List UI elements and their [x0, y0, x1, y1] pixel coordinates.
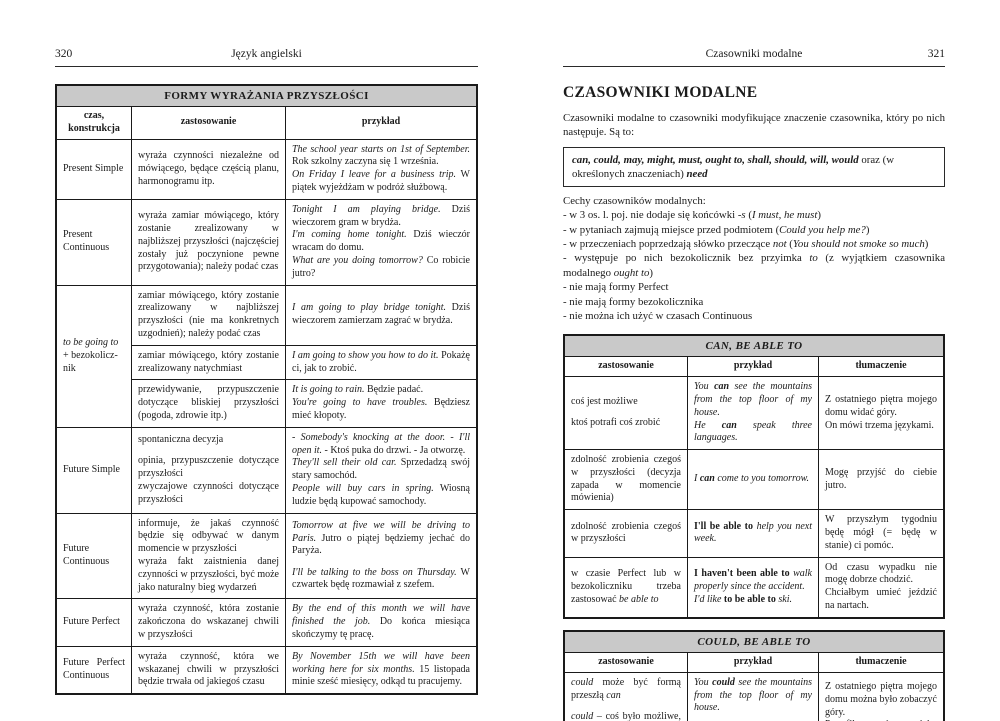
column-header-zastosowanie: zastosowanie: [131, 106, 286, 140]
table-title-row: CAN, BE ABLE TO: [563, 334, 945, 358]
page-number: 320: [55, 48, 73, 60]
cell-tlumaczenie: Od czasu wypadku nie mogę dobrze chodzić…: [818, 556, 945, 619]
table-title-row: FORMY WYRAŻANIA PRZYSZŁOŚCI: [55, 84, 478, 108]
feature-item: - nie mają formy Perfect: [563, 281, 669, 294]
cell-przyklad: I am going to show you how to do it. Pok…: [285, 344, 478, 381]
table-title-row: COULD, BE ABLE TO: [563, 630, 945, 653]
cell-zastosowanie: wyraża czynności niezależne od mówiącego…: [131, 138, 286, 200]
table-row: Future Perfect Continuous wyraża czynnoś…: [55, 645, 478, 695]
cell-zastosowanie: wyraża czynność, która zostanie zakończo…: [131, 598, 286, 647]
cell-zastosowanie: zamiar mówiącego, który zostanie zrealiz…: [131, 284, 286, 346]
column-header-tlumaczenie: tłumaczenie: [818, 651, 945, 673]
cell-zastosowanie: coś jest możliwe ktoś potrafi coś zrobić: [563, 376, 688, 451]
tense-label: Future Continuous: [55, 512, 132, 600]
column-header-czas: czas, konstrukcja: [55, 106, 132, 140]
cell-przyklad: I can come to you tomorrow.: [687, 449, 819, 511]
cell-przyklad: Tomorrow at five we will be driving to P…: [285, 512, 478, 600]
cell-tlumaczenie: Mogę przyjść do ciebie jutro.: [818, 449, 945, 511]
left-page-header: 320 Język angielski: [55, 48, 478, 63]
cell-zastosowanie: could może być formą przeszłą can could –…: [563, 671, 688, 721]
feature-item: - w pytaniach zajmują miejsce przed podm…: [563, 223, 870, 236]
cell-przyklad: By the end of this month we will have fi…: [285, 598, 478, 647]
table-header-row: czas, konstrukcja zastosowanie przykład: [55, 106, 478, 140]
running-title: Język angielski: [231, 48, 302, 60]
cell-zastosowanie: w czasie Perfect lub w bezokoliczniku tr…: [563, 556, 688, 619]
features-list: Cechy czasowników modalnych: - w 3 os. l…: [563, 194, 945, 323]
feature-item: - nie mają formy bezokolicznika: [563, 295, 704, 308]
cell-zastosowanie: zdolność zrobienia czegoś w przyszłości …: [563, 449, 688, 511]
tense-label: Present Simple: [55, 138, 132, 200]
can-table: CAN, BE ABLE TO zastosowanie przykład tł…: [563, 334, 945, 619]
section-heading: CZASOWNIKI MODALNE: [563, 84, 758, 101]
column-header-przyklad: przykład: [687, 651, 819, 673]
column-header-zastosowanie: zastosowanie: [563, 651, 688, 673]
table-row: could może być formą przeszłą can could –…: [563, 671, 945, 721]
column-header-tlumaczenie: tłumaczenie: [818, 356, 945, 378]
cell-zastosowanie: wyraża czynność, która we wskazanej chwi…: [131, 645, 286, 695]
table-header-row: zastosowanie przykład tłumaczenie: [563, 651, 945, 673]
modal-verbs-box: can, could, may, might, must, ought to, …: [563, 146, 945, 187]
cell-przyklad: The school year starts on 1st of Septemb…: [285, 138, 478, 200]
running-title: Czasowniki modalne: [705, 48, 803, 60]
cell-zastosowanie: wyraża zamiar mówiącego, który zostanie …: [131, 198, 286, 286]
feature-item: - w przeczeniach poprzedzają słówko prze…: [563, 238, 929, 251]
cell-przyklad: - Somebody's knocking at the door. - I'l…: [285, 426, 478, 514]
table-row: Present Continuous wyraża zamiar mówiące…: [55, 198, 478, 286]
future-forms-table: FORMY WYRAŻANIA PRZYSZŁOŚCI czas, konstr…: [55, 84, 478, 696]
table-header-row: zastosowanie przykład tłumaczenie: [563, 356, 945, 378]
cell-przyklad: By November 15th we will have been worki…: [285, 645, 478, 695]
table-row: w czasie Perfect lub w bezokoliczniku tr…: [563, 556, 945, 619]
cell-tlumaczenie: Z ostatniego piętra mojego domu widać gó…: [818, 376, 945, 451]
table-title: FORMY WYRAŻANIA PRZYSZŁOŚCI: [55, 84, 478, 108]
cell-przyklad: You can see the mountains from the top f…: [687, 376, 819, 451]
cell-tlumaczenie: Z ostatniego piętra mojego domu można by…: [818, 671, 945, 721]
cell-zastosowanie: zamiar mówiącego, który zostanie zrealiz…: [131, 344, 286, 381]
table-row: zamiar mówiącego, który zostanie zrealiz…: [56, 344, 478, 381]
cell-zastosowanie: zdolność zrobienia czegoś w przyszłości: [563, 509, 688, 558]
header-rule: [55, 66, 478, 67]
left-page: 320 Język angielski FORMY WYRAŻANIA PRZY…: [55, 48, 478, 696]
header-rule: [563, 66, 945, 67]
cell-przyklad: I'll be able to help you next week.: [687, 509, 819, 558]
cell-tlumaczenie: W przyszłym tygodniu będę mógł (= będę w…: [818, 509, 945, 558]
could-table: COULD, BE ABLE TO zastosowanie przykład …: [563, 629, 945, 721]
tense-label: Future Perfect: [55, 598, 132, 647]
cell-zastosowanie: spontaniczna decyzja opinia, przypuszczen…: [131, 426, 286, 514]
table-row: Future Perfect wyraża czynność, która zo…: [55, 598, 478, 647]
table-title: COULD, BE ABLE TO: [563, 630, 945, 653]
column-header-przyklad: przykład: [687, 356, 819, 378]
table-title: CAN, BE ABLE TO: [563, 334, 945, 358]
table-row: zdolność zrobienia czegoś w przyszłości …: [563, 509, 945, 558]
cell-przyklad: It is going to rain. Będzie padać. You're…: [285, 379, 478, 428]
table-row: to be going to + bezokolicz-nik zamiar mó…: [55, 284, 478, 428]
table-row: coś jest możliwe ktoś potrafi coś zrobić …: [563, 376, 945, 451]
cell-przyklad: I haven't been able to walk properly sin…: [687, 556, 819, 619]
features-title: Cechy czasowników modalnych:: [563, 195, 706, 207]
column-header-przyklad: przykład: [285, 106, 478, 140]
page-number: 321: [927, 48, 945, 60]
feature-item: - w 3 os. l. poj. nie dodaje się końcówk…: [563, 209, 821, 222]
table-row: Future Continuous informuje, że jakaś cz…: [55, 512, 478, 600]
table-row: przewidywanie, przypuszczenie dotyczące …: [56, 379, 478, 428]
tense-label: to be going to + bezokolicz-nik: [55, 284, 132, 428]
tense-label: Future Perfect Continuous: [55, 645, 132, 695]
table-row: Present Simple wyraża czynności niezależ…: [55, 138, 478, 200]
column-header-zastosowanie: zastosowanie: [563, 356, 688, 378]
table-row: zdolność zrobienia czegoś w przyszłości …: [563, 449, 945, 511]
cell-przyklad: Tonight I am playing bridge. Dziś wieczo…: [285, 198, 478, 286]
intro-paragraph: Czasowniki modalne to czasowniki modyfik…: [563, 112, 945, 139]
cell-zastosowanie: przewidywanie, przypuszczenie dotyczące …: [131, 379, 286, 428]
cell-zastosowanie: informuje, że jakaś czynność będzie się …: [131, 512, 286, 600]
table-row: Future Simple spontaniczna decyzja opinia…: [55, 426, 478, 514]
cell-przyklad: You could see the mountains from the top…: [687, 671, 819, 721]
cell-przyklad: I am going to play bridge tonight. Dziś …: [285, 284, 478, 346]
right-page-header: Czasowniki modalne 321: [563, 48, 945, 63]
right-page: Czasowniki modalne 321 CZASOWNIKI MODALN…: [500, 0, 1000, 721]
feature-item: - nie można ich użyć w czasach Continuou…: [563, 309, 753, 322]
tense-label: Present Continuous: [55, 198, 132, 286]
tense-label: Future Simple: [55, 426, 132, 514]
feature-item: - występuje po nich bezokolicznik bez pr…: [563, 252, 945, 279]
